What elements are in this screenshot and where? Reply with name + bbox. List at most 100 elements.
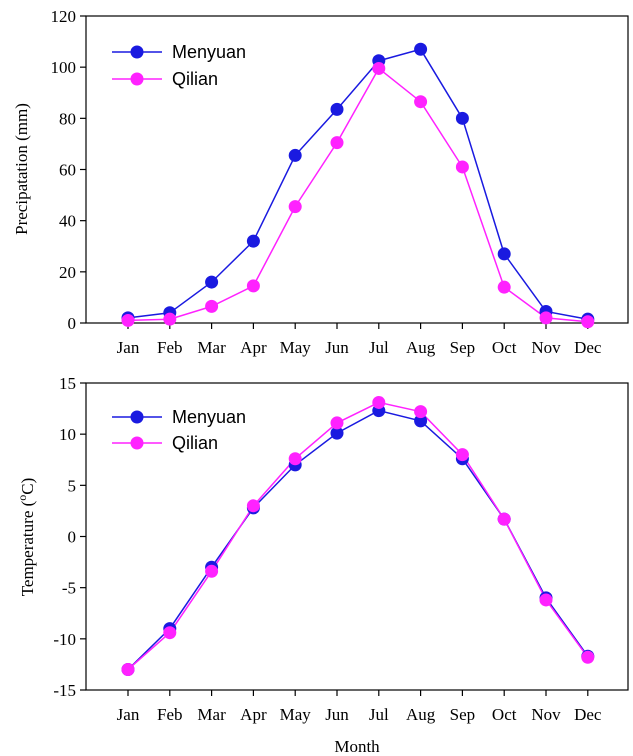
data-point-qilian bbox=[581, 315, 595, 329]
precipitation-chart: 0 20 40 60 80 100 120 Jan Feb Mar Apr May Jun Jul Aug… bbox=[12, 7, 629, 357]
x-tick-label: Mar bbox=[197, 338, 226, 357]
y-tick-label: 40 bbox=[59, 212, 76, 231]
data-point-qilian bbox=[163, 312, 177, 326]
data-point-qilian bbox=[581, 650, 595, 664]
x-tick-label: Nov bbox=[531, 338, 561, 357]
x-tick-label: Mar bbox=[197, 705, 226, 724]
data-point-qilian bbox=[497, 280, 511, 294]
x-tick-label: Jul bbox=[369, 705, 389, 724]
x-tick-label: Sep bbox=[450, 338, 476, 357]
data-point-qilian bbox=[163, 626, 177, 640]
data-point-qilian bbox=[414, 95, 428, 109]
legend-marker-qilian bbox=[130, 436, 144, 450]
data-point-menyuan bbox=[288, 148, 302, 162]
data-point-qilian bbox=[372, 61, 386, 75]
x-tick-label: Oct bbox=[492, 338, 517, 357]
y-axis-title: Temperature (oC) bbox=[15, 478, 37, 597]
y-tick-label: 5 bbox=[68, 476, 77, 495]
data-point-menyuan bbox=[414, 414, 428, 428]
x-tick-label: Feb bbox=[157, 338, 183, 357]
x-tick-label: Jan bbox=[117, 338, 140, 357]
data-point-qilian bbox=[121, 663, 135, 677]
legend-marker-qilian bbox=[130, 72, 144, 86]
data-point-menyuan bbox=[205, 275, 219, 289]
x-tick-label: Jul bbox=[369, 338, 389, 357]
y-tick-label: 0 bbox=[68, 528, 77, 547]
legend-marker-menyuan bbox=[130, 410, 144, 424]
y-tick-label: 20 bbox=[59, 263, 76, 282]
series-points bbox=[121, 395, 595, 677]
y-tick-label: 60 bbox=[59, 161, 76, 180]
data-point-qilian bbox=[497, 512, 511, 526]
y-tick-label: 80 bbox=[59, 109, 76, 128]
data-point-qilian bbox=[414, 405, 428, 419]
data-point-qilian bbox=[330, 416, 344, 430]
data-point-qilian bbox=[288, 452, 302, 466]
x-tick-label: Jan bbox=[117, 705, 140, 724]
legend: Menyuan Qilian bbox=[112, 407, 246, 453]
y-axis: -15 -10 -5 0 5 10 15 bbox=[53, 374, 86, 700]
x-axis: Jan Feb Mar Apr May Jun Jul Aug Sep Oct Nov Dec bbox=[117, 690, 602, 724]
x-tick-label: Aug bbox=[406, 705, 436, 724]
y-tick-label: 120 bbox=[51, 7, 77, 26]
data-point-menyuan bbox=[330, 426, 344, 440]
y-axis-title: Precipatation (mm) bbox=[12, 103, 31, 235]
plot-frame bbox=[85, 15, 629, 324]
legend-label-qilian: Qilian bbox=[172, 69, 218, 89]
x-tick-label: Feb bbox=[157, 705, 183, 724]
y-axis-title-tail: C) bbox=[18, 478, 37, 495]
series-line-menyuan bbox=[127, 48, 588, 320]
x-axis: Jan Feb Mar Apr May Jun Jul Aug Sep Oct Nov Dec bbox=[117, 323, 602, 357]
data-point-qilian bbox=[205, 564, 219, 578]
data-point-qilian bbox=[246, 279, 260, 293]
y-tick-label: -10 bbox=[53, 630, 76, 649]
data-point-qilian bbox=[539, 593, 553, 607]
x-tick-label: Jun bbox=[325, 705, 349, 724]
series-lines bbox=[127, 48, 588, 323]
x-tick-label: May bbox=[280, 705, 312, 724]
legend-label-menyuan: Menyuan bbox=[172, 42, 246, 62]
data-point-qilian bbox=[330, 136, 344, 150]
legend-label-qilian: Qilian bbox=[172, 433, 218, 453]
x-tick-label: Oct bbox=[492, 705, 517, 724]
y-tick-label: -5 bbox=[62, 579, 76, 598]
legend-marker-menyuan bbox=[130, 45, 144, 59]
series-points bbox=[121, 42, 595, 329]
series-line-qilian bbox=[127, 67, 588, 323]
x-tick-label: Dec bbox=[574, 338, 602, 357]
y-axis-title-main: Temperature ( bbox=[18, 500, 37, 596]
y-axis: 0 20 40 60 80 100 120 bbox=[51, 7, 86, 333]
data-point-qilian bbox=[288, 200, 302, 214]
plot-frame bbox=[85, 382, 629, 691]
data-point-menyuan bbox=[455, 111, 469, 125]
legend-label-menyuan: Menyuan bbox=[172, 407, 246, 427]
data-point-qilian bbox=[539, 311, 553, 325]
x-tick-label: Dec bbox=[574, 705, 602, 724]
data-point-qilian bbox=[455, 448, 469, 462]
x-tick-label: Sep bbox=[450, 705, 476, 724]
x-axis-title: Month bbox=[334, 737, 380, 756]
data-point-menyuan bbox=[330, 102, 344, 116]
y-axis-title-sup: o bbox=[15, 495, 29, 501]
data-point-menyuan bbox=[497, 247, 511, 261]
x-tick-label: Aug bbox=[406, 338, 436, 357]
y-tick-label: -15 bbox=[53, 681, 76, 700]
data-point-menyuan bbox=[246, 234, 260, 248]
temperature-chart: -15 -10 -5 0 5 10 15 Jan Feb Mar Apr May Jun Jul Aug S… bbox=[15, 374, 629, 756]
data-point-qilian bbox=[246, 499, 260, 513]
y-tick-label: 10 bbox=[59, 425, 76, 444]
data-point-qilian bbox=[205, 299, 219, 313]
y-tick-label: 100 bbox=[51, 58, 77, 77]
data-point-qilian bbox=[372, 395, 386, 409]
x-tick-label: Nov bbox=[531, 705, 561, 724]
x-tick-label: May bbox=[280, 338, 312, 357]
x-tick-label: Apr bbox=[240, 338, 267, 357]
y-tick-label: 15 bbox=[59, 374, 76, 393]
y-tick-label: 0 bbox=[68, 314, 77, 333]
series-line-qilian bbox=[127, 401, 589, 671]
data-point-qilian bbox=[455, 160, 469, 174]
legend: Menyuan Qilian bbox=[112, 42, 246, 89]
x-tick-label: Apr bbox=[240, 705, 267, 724]
x-tick-label: Jun bbox=[325, 338, 349, 357]
